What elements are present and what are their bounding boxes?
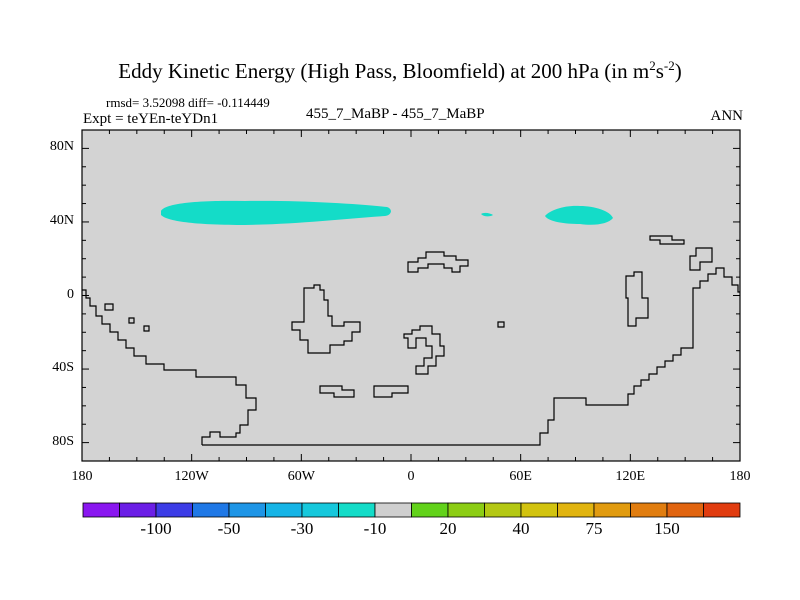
x-tick-label: 0 <box>407 469 415 484</box>
landmass-g <box>649 235 685 245</box>
plot-background <box>81 129 741 462</box>
landmass-e <box>373 385 409 398</box>
landmass-d <box>319 385 355 398</box>
case-label: 455_7_MaBP - 455_7_MaBP <box>306 106 485 122</box>
colorbar-swatch <box>411 502 449 518</box>
colorbar-swatch <box>593 502 631 518</box>
season-label: ANN <box>710 108 744 124</box>
colorbar-swatch <box>265 502 303 518</box>
colorbar-swatch <box>447 502 485 518</box>
colorbar-label: 40 <box>512 519 530 538</box>
region-north-atlantic-band <box>161 200 391 225</box>
x-tick-label: 180 <box>729 469 751 484</box>
y-tick-label: 80N <box>49 139 74 155</box>
y-tick-label: 40S <box>52 360 74 376</box>
colorbar-swatch <box>557 502 595 518</box>
x-tick-label: 60W <box>287 469 315 484</box>
y-tick-label: 80S <box>52 433 74 449</box>
colorbar-label: 150 <box>654 519 680 538</box>
colorbar-label: -50 <box>217 519 241 538</box>
axis-ticks <box>81 129 741 462</box>
island-2 <box>128 317 135 324</box>
colorbar <box>82 502 741 518</box>
coastlines <box>82 235 740 446</box>
y-tick-label: 0 <box>67 286 74 302</box>
y-tick-label: 40N <box>49 212 74 228</box>
colorbar-swatch <box>192 502 230 518</box>
landmass-f <box>625 271 649 327</box>
colorbar-label: 20 <box>439 519 457 538</box>
island-4 <box>497 321 505 328</box>
landmass-a <box>291 284 361 354</box>
stats-label: rmsd= 3.52098 diff= -0.114449 <box>106 95 270 110</box>
colorbar-swatch <box>520 502 558 518</box>
colorbar-swatch <box>338 502 376 518</box>
colorbar-label: -10 <box>363 519 387 538</box>
colorbar-label: 75 <box>585 519 603 538</box>
region-asia-band <box>545 205 613 225</box>
colorbar-label: -30 <box>290 519 314 538</box>
x-tick-label: 120E <box>615 469 646 484</box>
landmass-b <box>407 251 469 273</box>
landmass-c <box>403 325 445 375</box>
colorbar-swatch <box>82 502 120 518</box>
colorbar-swatch <box>374 502 412 518</box>
colorbar-swatch <box>666 502 704 518</box>
coast-west <box>82 289 257 445</box>
island-3 <box>143 325 150 332</box>
colorbar-swatch <box>155 502 193 518</box>
colorbar-swatch <box>228 502 266 518</box>
chart-title: Eddy Kinetic Energy (High Pass, Bloomfie… <box>118 58 682 83</box>
x-tick-label: 120W <box>174 469 209 484</box>
experiment-label: Expt = teYEn-teYDn1 <box>83 111 219 127</box>
colorbar-swatch <box>301 502 339 518</box>
colorbar-swatch <box>630 502 668 518</box>
x-tick-label: 60E <box>509 469 532 484</box>
region-small-blob <box>481 212 493 217</box>
colorbar-swatch <box>703 502 741 518</box>
colorbar-label: -100 <box>140 519 172 538</box>
island-1 <box>104 303 114 311</box>
colorbar-swatch <box>119 502 157 518</box>
landmass-h <box>689 247 713 271</box>
anomaly-regions <box>161 200 613 225</box>
coast-south <box>202 267 740 446</box>
x-tick-label: 180 <box>71 469 93 484</box>
colorbar-swatch <box>484 502 522 518</box>
